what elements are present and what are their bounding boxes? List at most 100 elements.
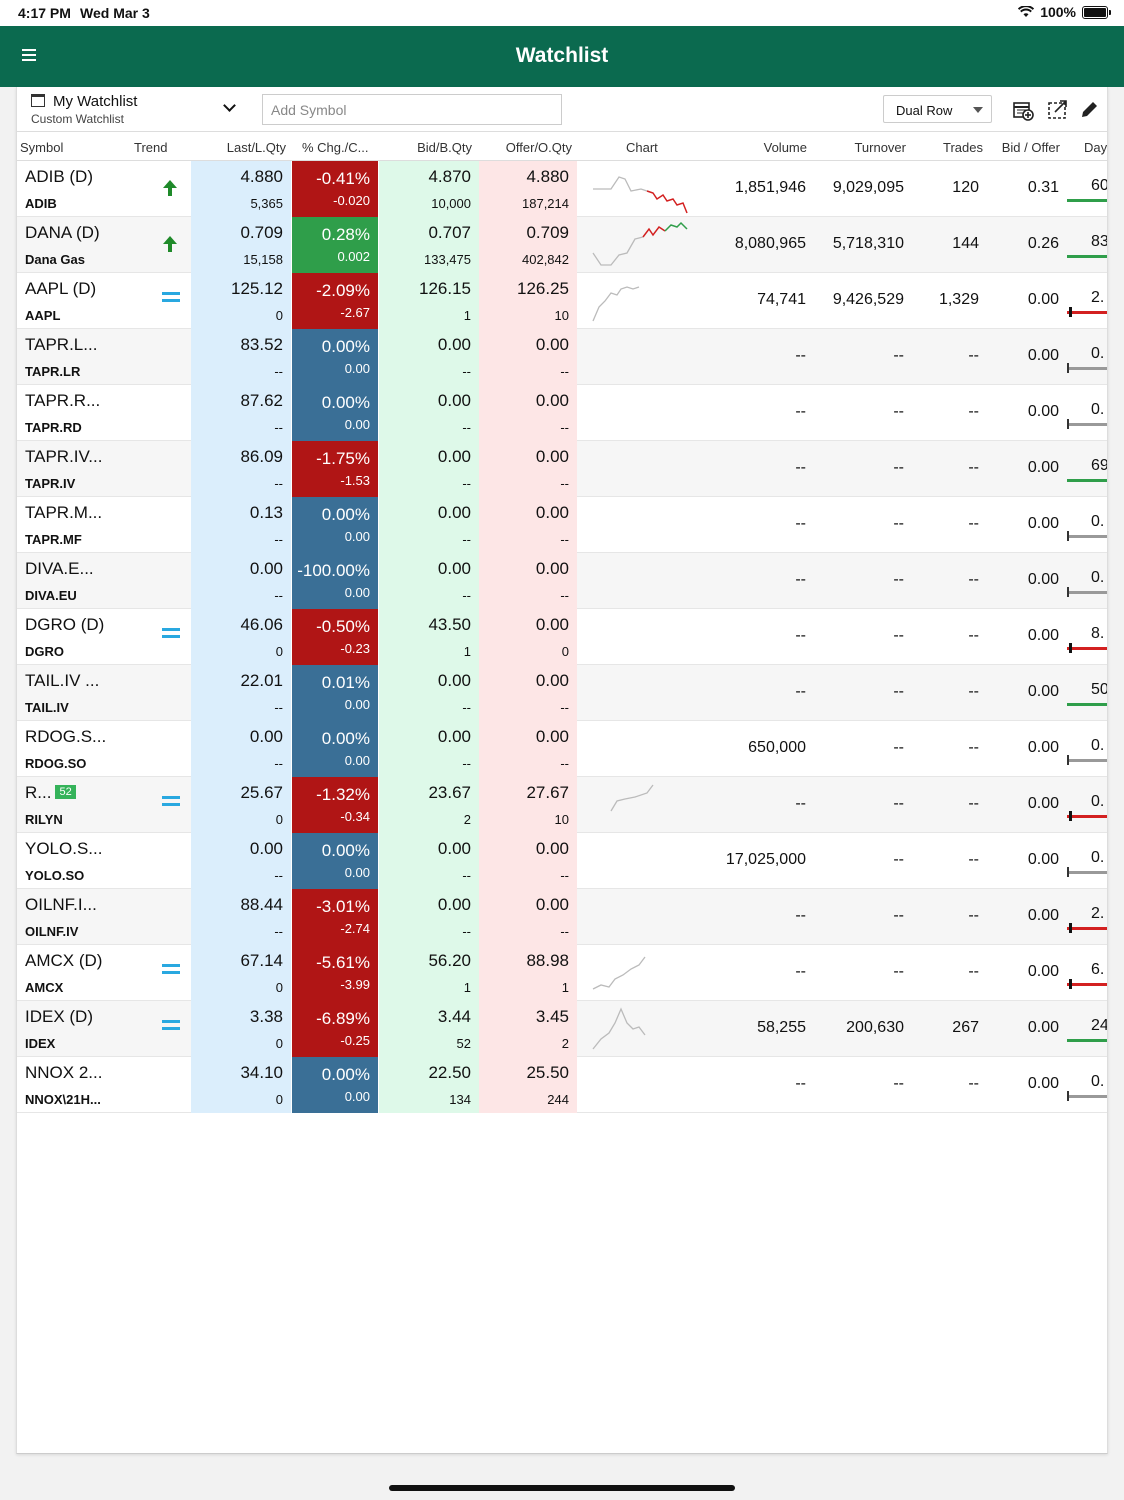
- watchlist-row[interactable]: YOLO.S... YOLO.SO 0.00 -- 0.00% 0.00 0.0…: [17, 833, 1107, 889]
- watchlist-row[interactable]: DIVA.E... DIVA.EU 0.00 -- -100.00% 0.00 …: [17, 553, 1107, 609]
- symbol-cell[interactable]: NNOX 2... NNOX\21H...: [17, 1057, 117, 1113]
- bid-qty: --: [462, 364, 471, 379]
- watchlist-row[interactable]: TAIL.IV ... TAIL.IV 22.01 -- 0.01% 0.00 …: [17, 665, 1107, 721]
- symbol-cell[interactable]: TAPR.IV... TAPR.IV: [17, 441, 117, 497]
- col-change[interactable]: % Chg./C...: [302, 140, 369, 155]
- col-offer[interactable]: Offer/O.Qty: [505, 140, 572, 155]
- bid-cell: 0.00 --: [379, 553, 479, 609]
- symbol-cell[interactable]: DIVA.E... DIVA.EU: [17, 553, 117, 609]
- watchlist-row[interactable]: ADIB (D) ADIB 4.880 5,365 -0.41% -0.020 …: [17, 161, 1107, 217]
- sparkline-cell[interactable]: [577, 609, 713, 665]
- view-mode-select[interactable]: Dual Row: [883, 95, 992, 123]
- watchlist-row[interactable]: AMCX (D) AMCX 67.14 0 -5.61% -3.99 56.20…: [17, 945, 1107, 1001]
- day-range-value: 6.: [1091, 961, 1105, 978]
- sparkline-cell[interactable]: [577, 385, 713, 441]
- add-to-watchlist-icon[interactable]: [1012, 99, 1034, 121]
- add-symbol-input[interactable]: [262, 94, 562, 125]
- symbol-cell[interactable]: R... 52 RILYN: [17, 777, 117, 833]
- watchlist-row[interactable]: IDEX (D) IDEX 3.38 0 -6.89% -0.25 3.44 5…: [17, 1001, 1107, 1057]
- watchlist-row[interactable]: DANA (D) Dana Gas 0.709 15,158 0.28% 0.0…: [17, 217, 1107, 273]
- watchlist-row[interactable]: TAPR.R... TAPR.RD 87.62 -- 0.00% 0.00 0.…: [17, 385, 1107, 441]
- symbol-cell[interactable]: OILNF.I... OILNF.IV: [17, 889, 117, 945]
- day-range-bar: [1067, 1039, 1107, 1042]
- symbol-cell[interactable]: AMCX (D) AMCX: [17, 945, 117, 1001]
- sparkline-cell[interactable]: [577, 497, 713, 553]
- sparkline-cell[interactable]: [577, 1001, 713, 1057]
- watchlist-row[interactable]: TAPR.M... TAPR.MF 0.13 -- 0.00% 0.00 0.0…: [17, 497, 1107, 553]
- sparkline-cell[interactable]: [577, 217, 713, 273]
- sparkline-chart: [592, 286, 640, 322]
- symbol-cell[interactable]: AAPL (D) AAPL: [17, 273, 117, 329]
- bid-qty: 10,000: [431, 196, 471, 211]
- offer-qty: 10: [554, 812, 569, 827]
- sparkline-cell[interactable]: [577, 777, 713, 833]
- col-chart[interactable]: Chart: [626, 140, 658, 155]
- trend-up-arrow-icon: [163, 180, 177, 196]
- col-symbol[interactable]: Symbol: [20, 140, 64, 155]
- col-volume[interactable]: Volume: [763, 140, 807, 155]
- col-turnover[interactable]: Turnover: [854, 140, 906, 155]
- offer-cell: 88.98 1: [479, 945, 577, 1001]
- symbol-name: TAPR.R...: [25, 391, 101, 410]
- watchlist-row[interactable]: TAPR.IV... TAPR.IV 86.09 -- -1.75% -1.53…: [17, 441, 1107, 497]
- bid-price: 0.707: [428, 223, 471, 242]
- watchlist-row[interactable]: NNOX 2... NNOX\21H... 34.10 0 0.00% 0.00…: [17, 1057, 1107, 1113]
- col-trend[interactable]: Trend: [134, 140, 168, 155]
- day-range-marker: [1069, 643, 1072, 653]
- symbol-cell[interactable]: TAPR.R... TAPR.RD: [17, 385, 117, 441]
- symbol-cell[interactable]: TAIL.IV ... TAIL.IV: [17, 665, 117, 721]
- sparkline-cell[interactable]: [577, 273, 713, 329]
- symbol-cell[interactable]: DGRO (D) DGRO: [17, 609, 117, 665]
- offer-qty: 402,842: [522, 252, 569, 267]
- symbol-cell[interactable]: TAPR.L... TAPR.LR: [17, 329, 117, 385]
- col-trades[interactable]: Trades: [943, 140, 983, 155]
- symbol-cell[interactable]: IDEX (D) IDEX: [17, 1001, 117, 1057]
- sparkline-cell[interactable]: [577, 721, 713, 777]
- sparkline-cell[interactable]: [577, 553, 713, 609]
- col-last[interactable]: Last/L.Qty: [226, 140, 286, 155]
- watchlist-row[interactable]: RDOG.S... RDOG.SO 0.00 -- 0.00% 0.00 0.0…: [17, 721, 1107, 777]
- offer-cell: 0.00 --: [479, 833, 577, 889]
- sparkline-cell[interactable]: [577, 161, 713, 217]
- bid-offer-value: 0.00: [1027, 291, 1059, 308]
- col-bid[interactable]: Bid/B.Qty: [417, 140, 472, 155]
- bid-offer-value: 0.00: [1027, 1019, 1059, 1036]
- offer-qty: --: [560, 420, 569, 435]
- symbol-cell[interactable]: YOLO.S... YOLO.SO: [17, 833, 117, 889]
- hamburger-menu-icon[interactable]: [22, 49, 36, 63]
- last-cell: 0.00 --: [191, 553, 291, 609]
- offer-price: 27.67: [526, 783, 569, 802]
- trend-cell: [117, 553, 191, 609]
- symbol-cell[interactable]: DANA (D) Dana Gas: [17, 217, 117, 273]
- col-bid-offer[interactable]: Bid / Offer: [1001, 140, 1060, 155]
- sparkline-cell[interactable]: [577, 889, 713, 945]
- last-cell: 34.10 0: [191, 1057, 291, 1113]
- symbol-cell[interactable]: TAPR.M... TAPR.MF: [17, 497, 117, 553]
- offer-cell: 0.00 --: [479, 553, 577, 609]
- sparkline-cell[interactable]: [577, 329, 713, 385]
- watchlist-row[interactable]: DGRO (D) DGRO 46.06 0 -0.50% -0.23 43.50…: [17, 609, 1107, 665]
- watchlist-row[interactable]: OILNF.I... OILNF.IV 88.44 -- -3.01% -2.7…: [17, 889, 1107, 945]
- offer-cell: 0.00 0: [479, 609, 577, 665]
- watchlist-row[interactable]: TAPR.L... TAPR.LR 83.52 -- 0.00% 0.00 0.…: [17, 329, 1107, 385]
- symbol-cell[interactable]: RDOG.S... RDOG.SO: [17, 721, 117, 777]
- sparkline-cell[interactable]: [577, 441, 713, 497]
- edit-pencil-icon[interactable]: [1078, 99, 1100, 121]
- bid-price: 0.00: [437, 335, 471, 354]
- sparkline-cell[interactable]: [577, 945, 713, 1001]
- trend-cell: [117, 441, 191, 497]
- watchlist-selector[interactable]: My Watchlist Custom Watchlist: [29, 93, 244, 127]
- col-day[interactable]: Day: [1084, 140, 1108, 155]
- watchlist-row[interactable]: R... 52 RILYN 25.67 0 -1.32% -0.34 23.67 …: [17, 777, 1107, 833]
- sparkline-cell[interactable]: [577, 833, 713, 889]
- trades-value: --: [968, 571, 979, 588]
- sparkline-cell[interactable]: [577, 665, 713, 721]
- symbol-cell[interactable]: ADIB (D) ADIB: [17, 161, 117, 217]
- watchlist-row[interactable]: AAPL (D) AAPL 125.12 0 -2.09% -2.67 126.…: [17, 273, 1107, 329]
- day-range-bar: [1067, 423, 1107, 426]
- day-range-bar: [1067, 535, 1107, 538]
- volume-value: --: [795, 795, 806, 812]
- expand-icon[interactable]: [1047, 99, 1069, 121]
- sparkline-cell[interactable]: [577, 1057, 713, 1113]
- day-range-value: 0.: [1091, 849, 1105, 866]
